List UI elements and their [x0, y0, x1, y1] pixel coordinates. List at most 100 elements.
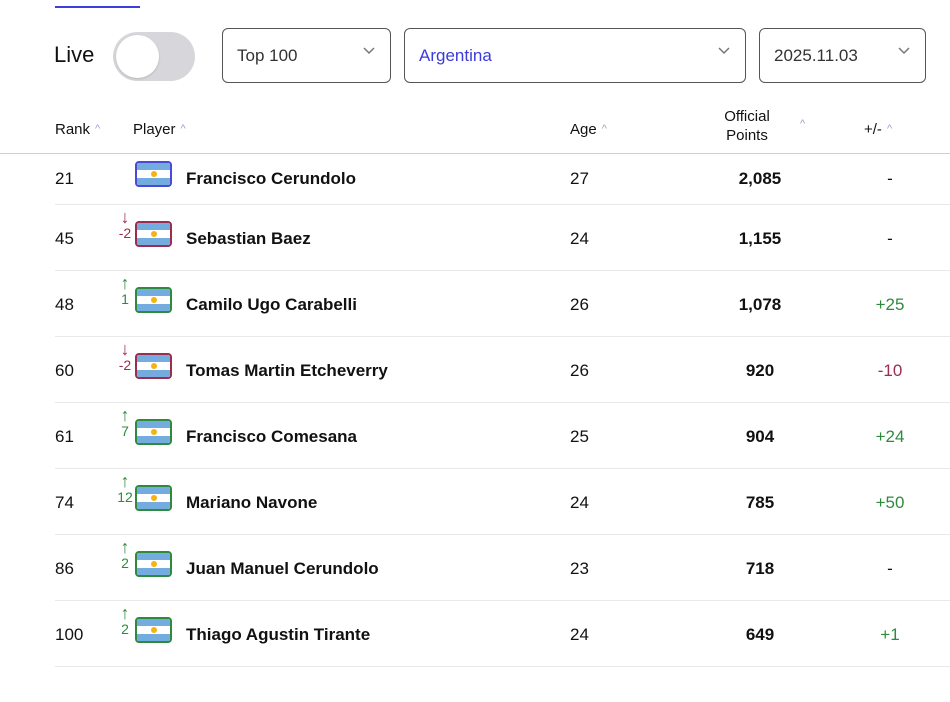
- player-name[interactable]: Mariano Navone: [186, 493, 318, 512]
- sort-caret-icon: ^: [180, 123, 186, 135]
- rank-value: 48: [55, 295, 74, 314]
- points-diff: -: [887, 169, 893, 188]
- table-row[interactable]: 45 ↓ -2 Sebastian Baez 24 1,155 -: [55, 205, 950, 271]
- points-diff: +24: [875, 427, 905, 446]
- points-diff: -: [887, 229, 893, 248]
- date-select[interactable]: 2025.11.03: [759, 28, 926, 83]
- rank-value: 74: [55, 493, 74, 512]
- arrow-up-icon: ↑: [120, 603, 130, 623]
- arrow-up-icon: ↑: [120, 537, 130, 557]
- movement-value: -2: [118, 225, 132, 241]
- argentina-flag-icon: [135, 617, 172, 643]
- age-value: 24: [570, 493, 589, 512]
- rank-value: 86: [55, 559, 74, 578]
- player-name[interactable]: Thiago Agustin Tirante: [186, 625, 371, 644]
- table-row[interactable]: 60 ↓ -2 Tomas Martin Etcheverry 26 920 -…: [55, 337, 950, 403]
- rank-movement: ↓ -2: [114, 208, 136, 241]
- movement-value: 7: [121, 423, 129, 439]
- age-value: 25: [570, 427, 589, 446]
- date-value: 2025.11.03: [774, 46, 858, 65]
- rank-value: 60: [55, 361, 74, 380]
- points-diff: -: [887, 559, 893, 578]
- points-diff: -10: [877, 361, 903, 380]
- points-value: 920: [745, 361, 775, 380]
- arrow-up-icon: ↑: [120, 273, 130, 293]
- table-header: Rank ^ Player ^ Age ^ Official Points ^ +/- ^: [0, 105, 950, 154]
- rank-movement: ↑ 7: [114, 406, 136, 439]
- movement-value: 1: [121, 291, 129, 307]
- points-diff: +50: [875, 493, 905, 512]
- arrow-up-icon: ↑: [120, 405, 130, 425]
- toggle-knob: [116, 35, 159, 78]
- rank-movement: ↑ 2: [114, 538, 136, 571]
- points-value: 785: [745, 493, 775, 512]
- movement-value: 2: [121, 621, 129, 637]
- argentina-flag-icon: [135, 419, 172, 445]
- rank-movement: ↑ 12: [114, 472, 136, 505]
- country-select[interactable]: Argentina: [404, 28, 746, 83]
- argentina-flag-icon: [135, 551, 172, 577]
- rankings-table: 21 Francisco Cerundolo 27 2,085 - 45 ↓ -…: [55, 153, 950, 667]
- argentina-flag-icon: [135, 161, 172, 187]
- points-value: 718: [745, 559, 775, 578]
- sort-caret-icon: ^: [886, 123, 893, 135]
- chevron-down-icon: [897, 43, 911, 57]
- argentina-flag-icon: [135, 485, 172, 511]
- player-name[interactable]: Tomas Martin Etcheverry: [186, 361, 388, 380]
- age-value: 26: [570, 361, 589, 380]
- rank-movement: ↑ 2: [114, 604, 136, 637]
- arrow-down-icon: ↓: [120, 207, 130, 227]
- rank-value: 45: [55, 229, 74, 248]
- rank-value: 21: [55, 169, 74, 188]
- rank-value: 61: [55, 427, 74, 446]
- table-row[interactable]: 86 ↑ 2 Juan Manuel Cerundolo 23 718 -: [55, 535, 950, 601]
- age-value: 23: [570, 559, 589, 578]
- table-row[interactable]: 74 ↑ 12 Mariano Navone 24 785 +50: [55, 469, 950, 535]
- top-n-value: Top 100: [237, 46, 298, 65]
- table-row[interactable]: 61 ↑ 7 Francisco Comesana 25 904 +24: [55, 403, 950, 469]
- movement-value: 12: [117, 489, 133, 505]
- filter-bar: Live Top 100 Argentina 2025.11.03: [0, 28, 950, 88]
- active-tab-indicator: [55, 6, 140, 8]
- argentina-flag-icon: [135, 353, 172, 379]
- points-diff: +25: [875, 295, 905, 314]
- player-name[interactable]: Francisco Cerundolo: [186, 169, 357, 188]
- points-value: 649: [745, 625, 775, 644]
- argentina-flag-icon: [135, 221, 172, 247]
- age-value: 24: [570, 229, 589, 248]
- sort-age-header[interactable]: Age ^: [570, 121, 607, 138]
- arrow-up-icon: ↑: [120, 471, 130, 491]
- country-value: Argentina: [419, 46, 492, 65]
- points-value: 2,085: [738, 169, 782, 188]
- table-row[interactable]: 48 ↑ 1 Camilo Ugo Carabelli 26 1,078 +25: [55, 271, 950, 337]
- player-name[interactable]: Francisco Comesana: [186, 427, 358, 446]
- player-name[interactable]: Camilo Ugo Carabelli: [186, 295, 357, 314]
- rank-movement: ↓ -2: [114, 340, 136, 373]
- sort-rank-header[interactable]: Rank ^: [55, 121, 101, 138]
- points-value: 1,078: [738, 295, 782, 314]
- movement-value: 2: [121, 555, 129, 571]
- sort-caret-icon: ^: [95, 123, 101, 135]
- top-n-select[interactable]: Top 100: [222, 28, 391, 83]
- points-value: 904: [745, 427, 775, 446]
- sort-player-header[interactable]: Player ^: [133, 121, 186, 138]
- chevron-down-icon: [362, 43, 376, 57]
- sort-diff-header[interactable]: +/- ^: [864, 121, 893, 138]
- live-label: Live: [54, 42, 95, 67]
- age-value: 26: [570, 295, 589, 314]
- argentina-flag-icon: [135, 287, 172, 313]
- live-toggle[interactable]: [113, 32, 195, 81]
- table-row[interactable]: 100 ↑ 2 Thiago Agustin Tirante 24 649 +1: [55, 601, 950, 667]
- sort-caret-icon: ^: [800, 118, 806, 130]
- age-value: 27: [570, 169, 589, 188]
- points-diff: +1: [880, 625, 900, 644]
- rank-value: 100: [55, 625, 84, 644]
- age-value: 24: [570, 625, 589, 644]
- sort-points-header[interactable]: Official Points: [724, 108, 770, 144]
- points-value: 1,155: [738, 229, 782, 248]
- arrow-down-icon: ↓: [120, 339, 130, 359]
- table-row[interactable]: 21 Francisco Cerundolo 27 2,085 -: [55, 153, 950, 205]
- player-name[interactable]: Sebastian Baez: [186, 229, 311, 248]
- player-name[interactable]: Juan Manuel Cerundolo: [186, 559, 379, 578]
- rank-movement: ↑ 1: [114, 274, 136, 307]
